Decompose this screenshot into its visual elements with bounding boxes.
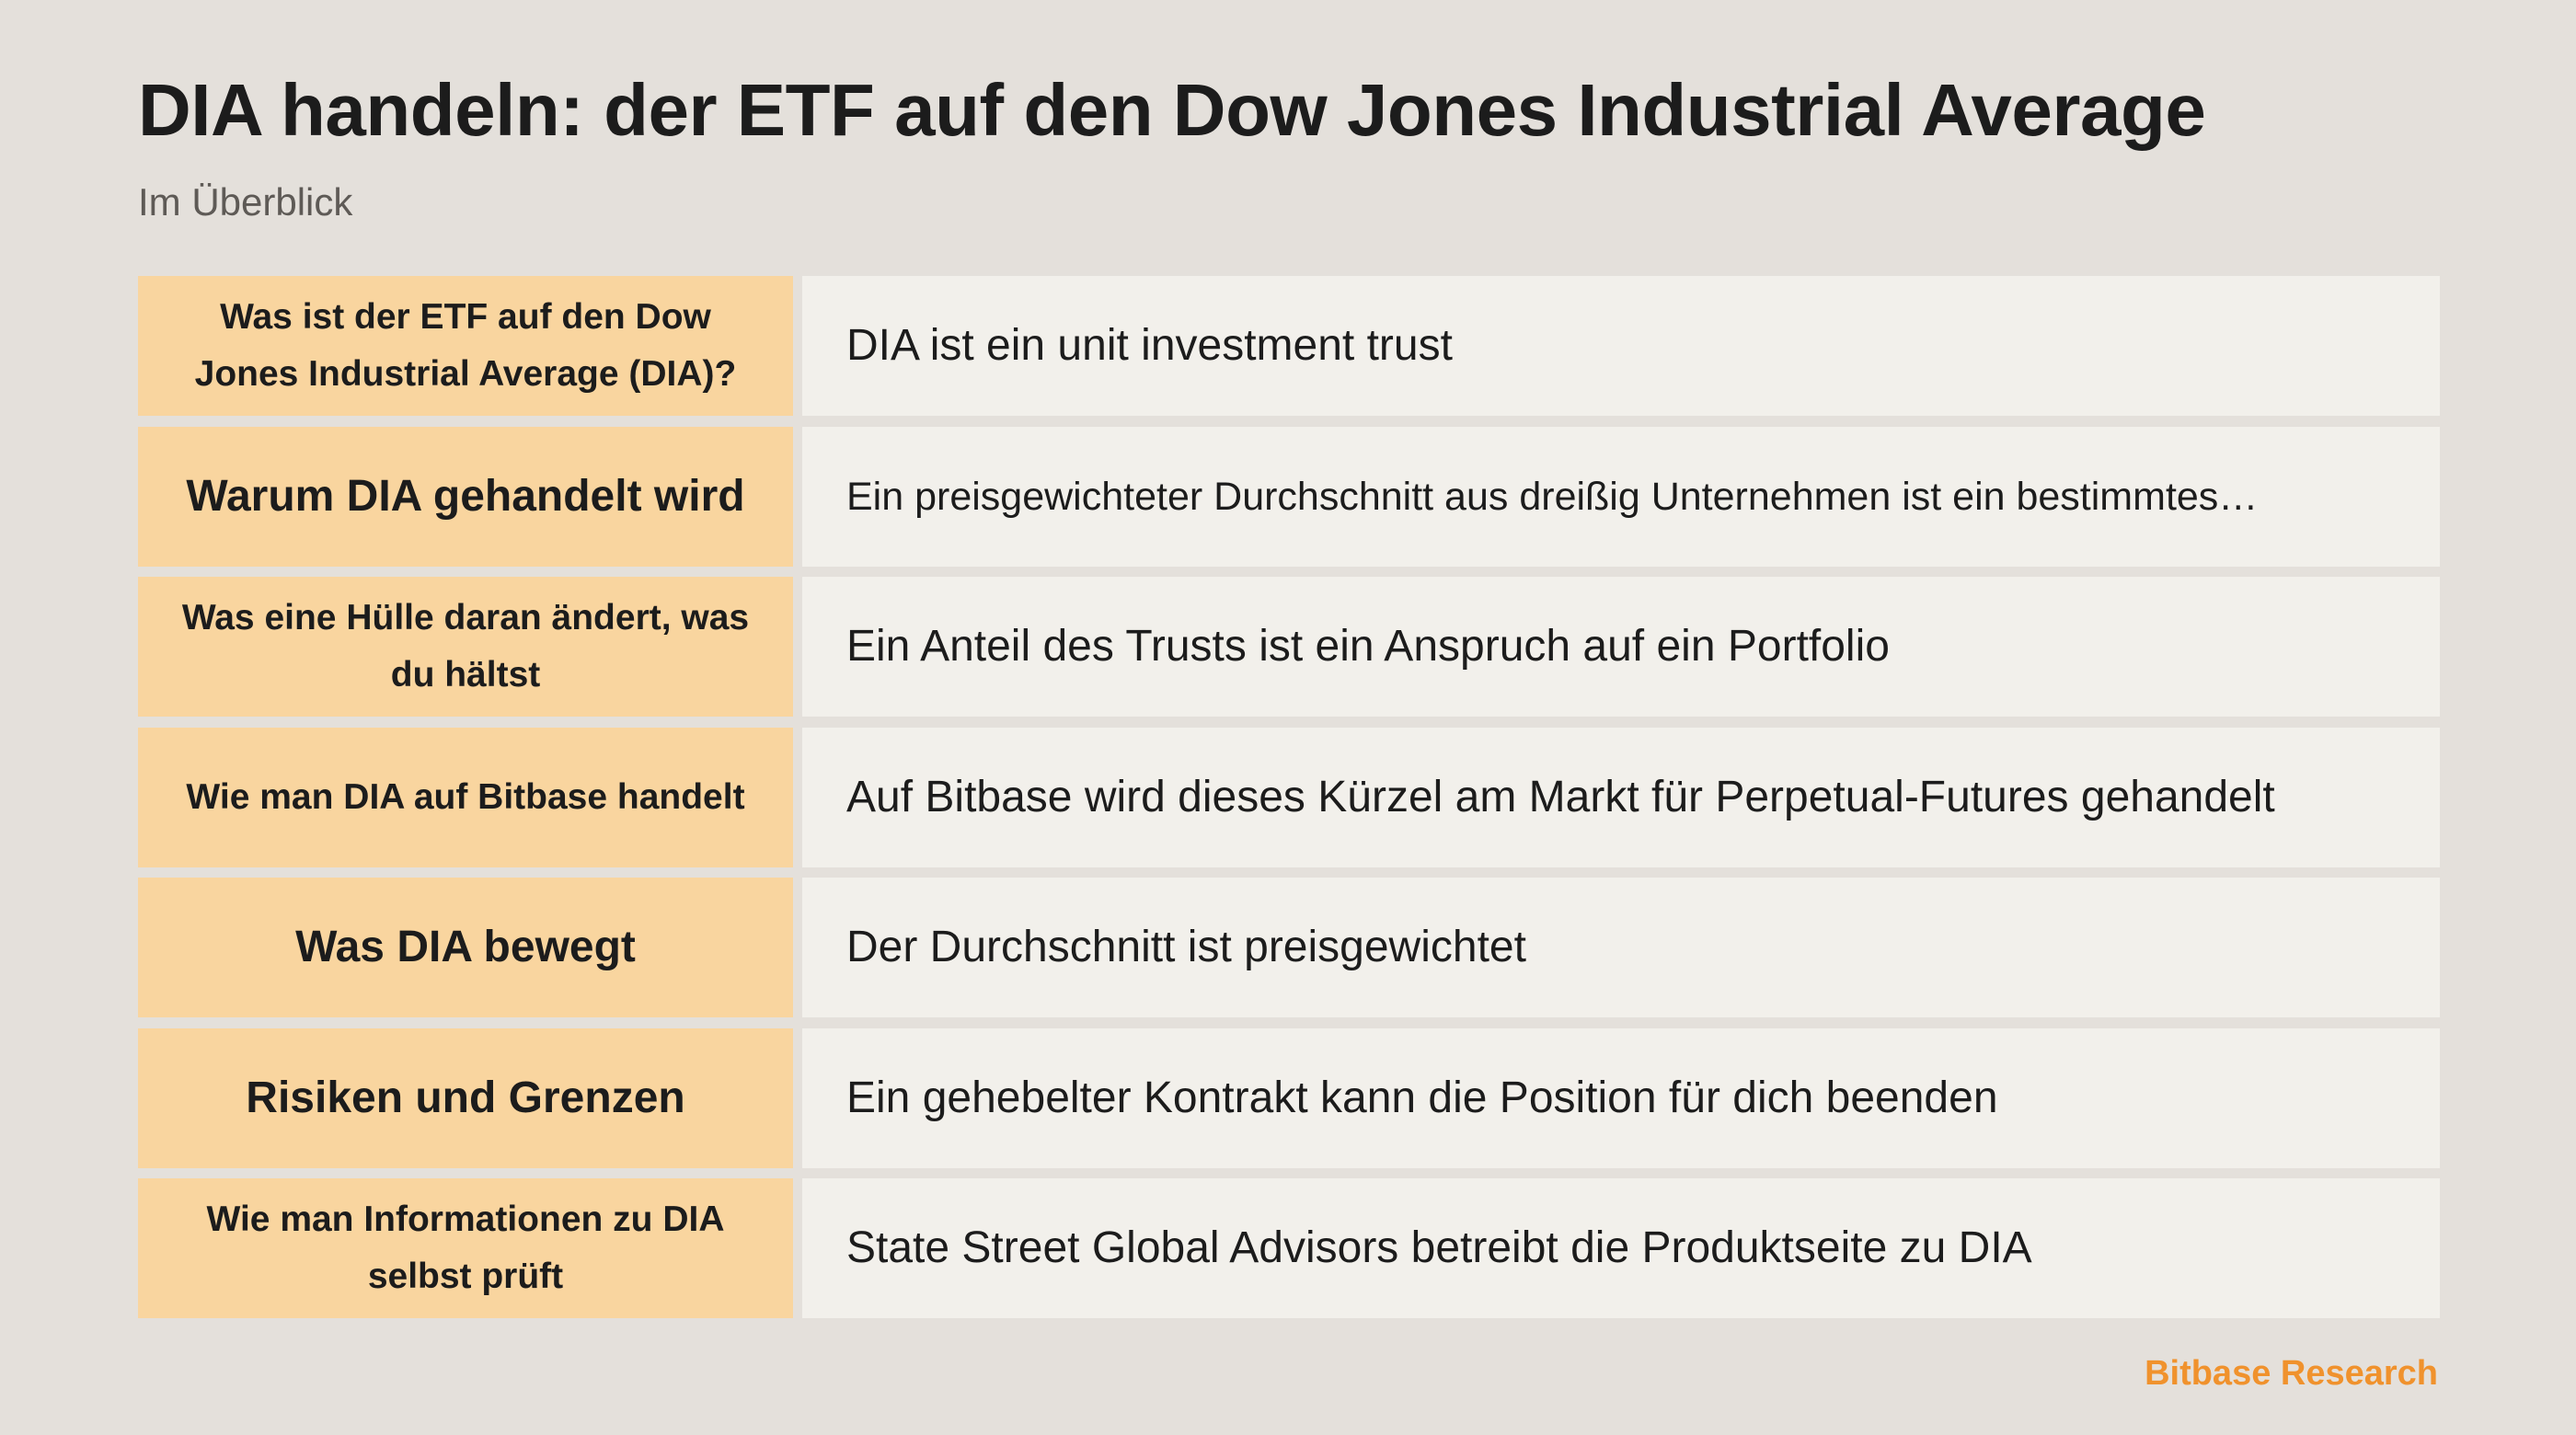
row-value-text: Ein preisgewichteter Durchschnitt aus dr…: [846, 474, 2259, 519]
row-value: Auf Bitbase wird dieses Kürzel am Markt …: [802, 727, 2440, 867]
row-value-text: State Street Global Advisors betreibt di…: [846, 1223, 2032, 1272]
page-subtitle: Im Überblick: [138, 180, 353, 224]
row-value-text: Auf Bitbase wird dieses Kürzel am Markt …: [846, 772, 2275, 821]
row-value: State Street Global Advisors betreibt di…: [802, 1178, 2440, 1318]
row-value-text: Der Durchschnitt ist preisgewichtet: [846, 923, 1526, 971]
row-value: Ein gehebelter Kontrakt kann die Positio…: [802, 1027, 2440, 1168]
row-label: Was ist der ETF auf den Dow Jones Indust…: [138, 276, 793, 416]
row-value-text: Ein Anteil des Trusts ist ein Anspruch a…: [846, 622, 1890, 671]
row-label: Risiken und Grenzen: [138, 1027, 793, 1168]
table-row: Was ist der ETF auf den Dow Jones Indust…: [138, 276, 2440, 416]
brand-footer: Bitbase Research: [2145, 1354, 2438, 1393]
table-row: Was DIA bewegt Der Durchschnitt ist prei…: [138, 878, 2440, 1017]
row-label: Was eine Hülle daran ändert, was du hält…: [138, 577, 793, 717]
overview-table: Was ist der ETF auf den Dow Jones Indust…: [138, 276, 2440, 1318]
row-value: Ein preisgewichteter Durchschnitt aus dr…: [802, 426, 2440, 567]
row-label: Warum DIA gehandelt wird: [138, 426, 793, 567]
row-value: DIA ist ein unit investment trust: [802, 276, 2440, 416]
table-row: Wie man Informationen zu DIA selbst prüf…: [138, 1178, 2440, 1318]
row-label: Wie man DIA auf Bitbase handelt: [138, 727, 793, 867]
table-row: Wie man DIA auf Bitbase handelt Auf Bitb…: [138, 727, 2440, 867]
row-value: Ein Anteil des Trusts ist ein Anspruch a…: [802, 577, 2440, 717]
row-label: Was DIA bewegt: [138, 878, 793, 1017]
row-value-text: DIA ist ein unit investment trust: [846, 321, 1453, 370]
page-title: DIA handeln: der ETF auf den Dow Jones I…: [138, 69, 2206, 151]
row-value-text: Ein gehebelter Kontrakt kann die Positio…: [846, 1073, 1998, 1122]
table-row: Warum DIA gehandelt wird Ein preisgewich…: [138, 426, 2440, 567]
table-row: Was eine Hülle daran ändert, was du hält…: [138, 577, 2440, 717]
row-value: Der Durchschnitt ist preisgewichtet: [802, 878, 2440, 1017]
table-row: Risiken und Grenzen Ein gehebelter Kontr…: [138, 1027, 2440, 1168]
row-label: Wie man Informationen zu DIA selbst prüf…: [138, 1178, 793, 1318]
